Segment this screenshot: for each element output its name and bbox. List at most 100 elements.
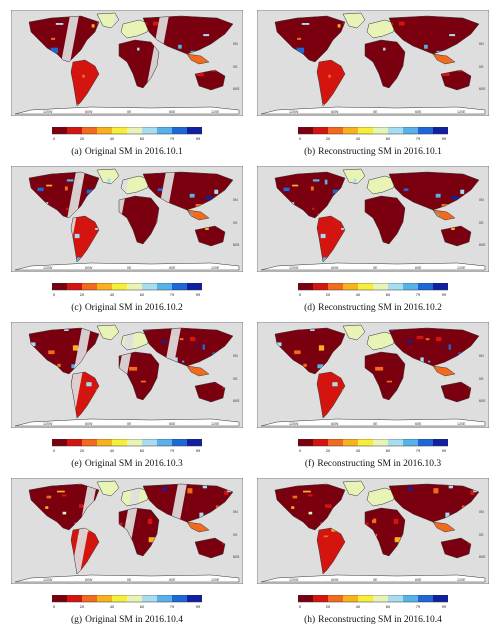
longitude-label: 120W [289,266,299,270]
north-america-land [275,328,345,374]
sm-cell [130,47,133,53]
sm-cell [107,178,111,184]
sm-cell [442,71,450,76]
sm-cell [352,170,357,175]
sm-cell [206,333,214,338]
asia-coastline [388,15,480,55]
sm-cell [332,189,339,194]
greenland-data [343,481,365,496]
colorbar-tick-label: 40 [110,136,115,141]
colorbar-segment [373,283,389,290]
greenland-data [343,325,365,340]
sm-cell [451,195,459,200]
sm-cell [196,392,200,395]
sm-cell [312,179,320,182]
latitude-label: 0S [479,65,484,69]
antarctica-data [261,263,485,270]
swath-gap [71,528,98,574]
longitude-label: 60E [415,110,422,114]
sm-cell [320,233,326,239]
colorbar-tick-label: 20 [80,604,85,609]
sm-cell [106,170,111,175]
longitude-label: 60E [169,266,176,270]
panel-f: 120W 60W 0E 60E 120E 0N 60S 0S 0 20 40 60 79 99 (f) R… [257,322,489,470]
longitude-label: 60E [415,422,422,426]
antarctica-data [15,419,239,426]
latitude-label: 60S [479,243,486,247]
sm-cell [148,537,157,543]
sm-cell [205,227,209,230]
north-america-land [29,484,99,530]
sm-cell [470,490,475,495]
sm-cell [375,366,384,371]
sm-cell [371,212,380,218]
colorbar-segment [343,283,359,290]
colorbar: 0 20 40 60 79 99 [52,283,202,297]
caption: (d) Reconstructing SM in 2016.10.2 [304,303,442,313]
asia-coastline [388,171,480,211]
sm-cell [187,488,193,494]
longitude-label: 0E [127,110,132,114]
sm-cell [203,34,210,37]
colorbar-segment [112,439,128,446]
sm-cell [317,364,323,369]
africa-coastline [118,195,160,245]
north-america-data [29,16,99,62]
antarctica-land [15,263,239,270]
colorbar-tick-label: 0 [53,448,56,453]
colorbar-segment [172,283,188,290]
sm-cell [294,350,301,355]
sm-cell [179,338,184,341]
sm-cell [328,74,331,78]
europe-coastline [366,487,398,507]
sm-cell [323,484,331,485]
africa-coastline [118,39,160,89]
australia-coastline [440,69,472,91]
colorbar-segment [187,283,202,290]
sm-cell [211,70,217,72]
colorbar-tick-label: 40 [356,292,361,297]
sm-cell [310,186,314,191]
sm-cell [457,70,463,72]
colorbar-tick-label: 20 [326,448,331,453]
sm-cell [119,522,123,526]
sm-cell [449,34,456,37]
australia-coastline [194,537,226,559]
colorbar-segment [172,127,188,134]
south-america-land [317,372,345,418]
antarctica-data [261,107,485,114]
north-america-coastline [28,171,100,219]
longitude-label: 120W [43,266,53,270]
sm-cell [74,233,80,239]
europe-coastline [120,19,152,39]
panel-g: 120W 60W 0E 60E 120E 0N 60S 0S 0 20 40 60 79 99 (g) O… [11,478,243,626]
sm-cell [86,382,92,387]
africa-coastline [364,351,406,401]
europe-coastline [366,175,398,195]
south-america-coastline [316,215,346,263]
colorbar: 0 20 40 60 79 99 [298,439,448,453]
southeast-asia-land [433,522,455,532]
sm-cell [29,342,36,347]
latitude-label: 0S [233,221,238,225]
asia-land [143,484,233,522]
colorbar-tick-label: 79 [416,292,421,297]
colorbar-segment [67,127,83,134]
colorbar-segment [127,595,143,602]
sm-cell [102,336,106,340]
longitude-label: 120E [457,110,466,114]
sm-cell [95,228,99,230]
europe-land [367,488,397,506]
sm-cell [315,33,324,37]
panel-d: 120W 60W 0E 60E 120E 0N 60S 0S 0 20 40 60 79 99 (d) R… [257,166,489,314]
colorbar: 0 20 40 60 79 99 [298,127,448,141]
latitude-label: 60S [479,399,486,403]
sm-cell [308,494,313,497]
colorbar-segment [97,127,113,134]
sm-cell [57,363,61,367]
sm-cell [66,207,69,210]
sm-cell [424,44,428,49]
sm-cell [79,504,86,508]
colorbar-segment [313,439,329,446]
north-america-land [29,16,99,62]
